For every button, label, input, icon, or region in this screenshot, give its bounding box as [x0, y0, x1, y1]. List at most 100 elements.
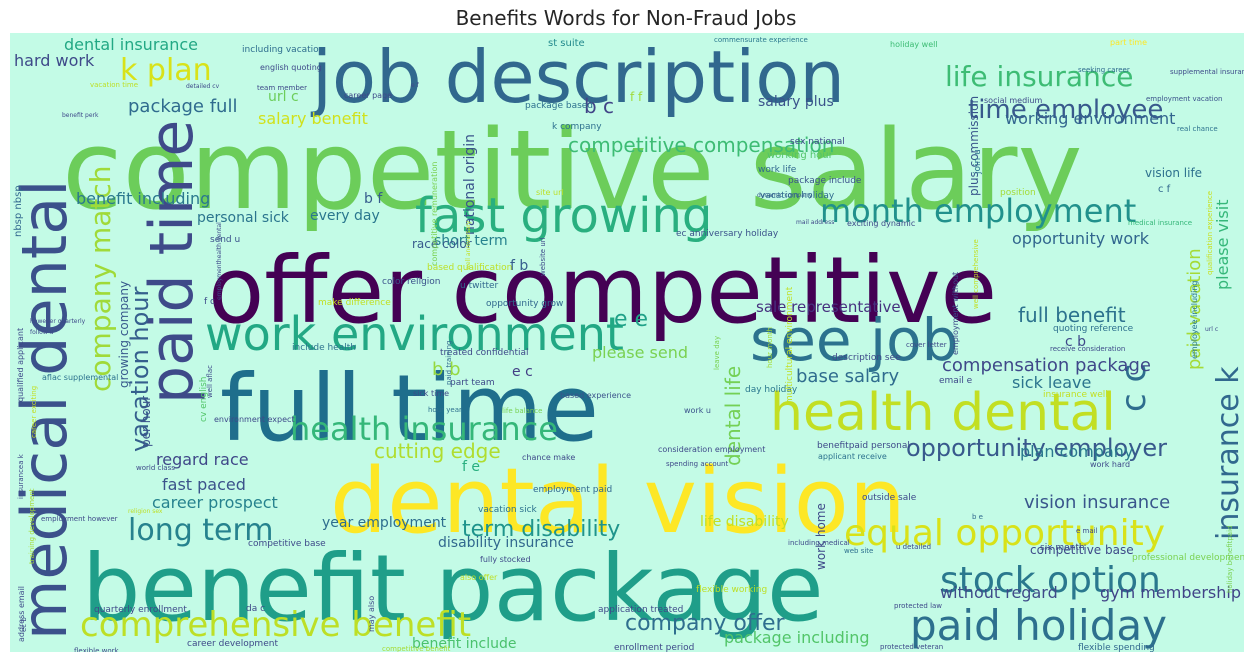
- word-consideration-employment: consideration employment: [658, 445, 765, 454]
- word-employmenthealth-dental: employmenthealth dental: [216, 222, 223, 300]
- word-work-life: work life: [758, 165, 797, 175]
- word-e-c: e c: [512, 364, 533, 380]
- word-however-quarterly: however quarterly: [30, 318, 86, 325]
- word-vision-life: vision life: [1145, 166, 1202, 180]
- word-fully-stocked: fully stocked: [480, 555, 531, 564]
- word-based-experience: based experience: [560, 391, 631, 400]
- word-well-anniversary: well anniversary: [465, 220, 472, 270]
- word-b-e: b e: [972, 513, 983, 521]
- word-fast-growing: fast growing: [415, 188, 712, 244]
- word-b-b: b b: [432, 359, 461, 380]
- word-protected-veteran: protected veteran: [880, 643, 943, 651]
- word-k-plan: k plan: [120, 53, 212, 88]
- word-life-insurance: life insurance: [945, 60, 1133, 93]
- word-hour-month: hour month: [766, 327, 774, 368]
- word-disability-insurance: disability insurance: [438, 535, 574, 551]
- word-spending-account: spending account: [666, 460, 728, 468]
- word-benefit-perk: benefit perk: [62, 112, 99, 119]
- chart-title: Benefits Words for Non-Fraud Jobs: [455, 6, 797, 30]
- word-holiday-well: holiday well: [890, 40, 938, 49]
- word-u-twitter: u twitter: [460, 281, 499, 291]
- word-career-prospect: career prospect: [152, 493, 278, 512]
- word-enrollment-period: enrollment period: [614, 643, 694, 652]
- word-may-also: may also: [367, 596, 376, 632]
- word-hard-work: hard work: [14, 51, 95, 70]
- word-per-hour: per hour: [139, 396, 153, 447]
- word-life-balance: life balance: [502, 407, 542, 415]
- word-description-see: description see: [832, 353, 901, 363]
- word-vacation-sick: vacation sick: [478, 505, 538, 515]
- word-environment-expect: environment expect: [214, 415, 295, 424]
- word-e-mail: e mail: [1076, 527, 1098, 535]
- word-life-disability: life disability: [700, 514, 789, 530]
- word-opportunity-employer: opportunity employer: [906, 434, 1167, 462]
- word-short-term: short term: [434, 233, 508, 249]
- word-sick-time: sick time: [413, 389, 449, 398]
- word-cover-letter: cover letter: [906, 341, 947, 349]
- word-insurance-well: insurance well: [1043, 390, 1108, 400]
- word-opportunity-work: opportunity work: [1012, 229, 1150, 248]
- word-dental-vision: dental vision: [330, 449, 906, 554]
- word-national-origin: national origin: [462, 134, 478, 235]
- word-stock-option: stock option: [940, 560, 1161, 601]
- word-url-c: url c: [268, 89, 299, 105]
- word-cv-english: cv english: [199, 377, 209, 422]
- word-world-class: world class: [136, 464, 175, 472]
- word-paid-vacation: paid vacation: [1184, 248, 1205, 370]
- word-competitive-benefit: competitive benefit: [382, 645, 451, 652]
- word-sick-leave: sick leave: [1012, 373, 1091, 392]
- word-vision-insurance: vision insurance: [1024, 492, 1170, 513]
- word-see-job: see job: [750, 306, 958, 374]
- word-benefit-including: benefit including: [76, 189, 210, 208]
- word-detailed-cv: detailed cv: [186, 83, 220, 90]
- word-u-detailed: u detailed: [896, 543, 931, 551]
- word-working-environment: working environment: [1005, 109, 1175, 128]
- word-growing-company: growing company: [117, 281, 131, 388]
- word-long-term: long term: [128, 513, 274, 548]
- word-employment-paid: employment paid: [533, 485, 612, 495]
- word-holiday-benefitpaid: holiday benefitpaid: [1226, 526, 1234, 593]
- word-make-difference: make difference: [318, 298, 391, 308]
- word-seeking-career: seeking career: [1078, 66, 1130, 74]
- word-well-aflac: well aflac: [206, 365, 214, 398]
- word-vacation-hour: vacation hour: [126, 286, 154, 452]
- word-aflac-supplemental: aflac supplemental: [42, 373, 118, 382]
- word-base-salary: base salary: [796, 366, 899, 387]
- word-ec-b: ec b: [20, 617, 28, 632]
- word-career-exciting: career exciting: [30, 386, 38, 438]
- word-english-quoting: english quoting: [260, 63, 322, 72]
- word-fast-paced: fast paced: [162, 475, 246, 494]
- word-employment-without: employment without: [951, 272, 960, 355]
- word-religion-sex: religion sex: [128, 508, 163, 515]
- word-qualification-experience: qualification experience: [1206, 191, 1214, 275]
- word-plus-commission: plus commission: [967, 96, 981, 196]
- word-include-health: include health: [292, 343, 356, 353]
- word-package-include: package include: [788, 176, 862, 186]
- word-day-holiday: day holiday: [745, 385, 798, 395]
- word-package-based: package based: [525, 101, 593, 111]
- word-career-development: career development: [187, 639, 278, 649]
- word-leave-day: leave day: [713, 336, 721, 370]
- word-quoting-reference: quoting reference: [1053, 324, 1134, 334]
- word-insurancea-k: insurancea k: [17, 453, 25, 499]
- word-flexible-working: flexible working: [696, 585, 767, 595]
- word-f-f: f f: [630, 90, 643, 104]
- word-follow-u: follow u: [30, 329, 54, 336]
- word-b-c: b c: [584, 94, 614, 118]
- word-c-c: c c: [1114, 364, 1154, 412]
- word-application-treated: application treated: [598, 605, 683, 615]
- word-paid-training: paid training: [445, 341, 453, 385]
- word-send-u: send u: [210, 235, 240, 245]
- word-e-f: e f: [411, 82, 420, 89]
- word-vacation-holiday: vacation holiday: [760, 191, 835, 201]
- word-salary-plus: salary plus: [758, 94, 834, 110]
- word-paid-time: paid time: [137, 120, 207, 404]
- word-part-team: part team: [450, 378, 495, 388]
- word-e-e: e e: [614, 307, 648, 332]
- word-sex-national: sex national: [790, 137, 845, 147]
- word-c-b: c b: [1065, 334, 1086, 350]
- word-dental-insurance: dental insurance: [64, 35, 198, 54]
- word-term-disability: term disability: [462, 517, 620, 542]
- word-please-send: please send: [592, 343, 688, 362]
- word-regard-race: regard race: [156, 450, 249, 469]
